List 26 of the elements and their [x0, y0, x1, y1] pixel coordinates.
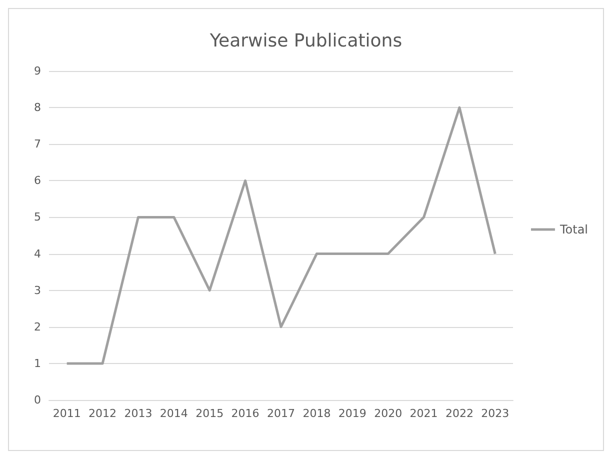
x-tick-label: 2021 [410, 407, 438, 420]
y-tick-label: 4 [34, 247, 41, 260]
x-tick-label: 2012 [88, 407, 117, 420]
x-tick-label: 2014 [160, 407, 188, 420]
y-tick-label: 1 [34, 356, 41, 370]
x-tick-label: 2018 [302, 407, 331, 420]
x-tick-label: 2019 [338, 407, 366, 420]
x-tick-label: 2011 [52, 407, 81, 420]
legend-label: Total [558, 222, 588, 236]
x-tick-label: 2017 [267, 407, 295, 420]
y-tick-label: 2 [34, 320, 41, 334]
y-tick-label: 3 [34, 284, 41, 297]
x-tick-label: 2016 [231, 407, 260, 420]
x-tick-label: 2022 [445, 407, 474, 420]
x-tick-label: 2020 [374, 407, 402, 420]
y-tick-label: 6 [34, 174, 41, 188]
y-tick-label: 8 [34, 101, 41, 114]
x-tick-label: 2023 [481, 407, 510, 420]
y-tick-label: 7 [34, 138, 41, 151]
y-tick-label: 0 [34, 394, 41, 406]
x-tick-label: 2015 [196, 407, 224, 420]
y-tick-label: 9 [34, 64, 41, 78]
chart-title: Yearwise Publications [208, 30, 402, 52]
line-series [66, 106, 496, 365]
x-tick-label: 2013 [124, 407, 152, 420]
y-tick-label: 5 [34, 210, 41, 224]
